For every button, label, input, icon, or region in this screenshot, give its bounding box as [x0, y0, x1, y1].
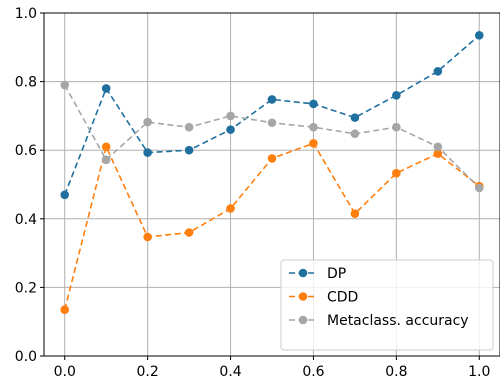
data-point	[184, 228, 194, 237]
data-point	[60, 80, 70, 90]
legend-marker	[298, 292, 308, 301]
data-point	[267, 95, 277, 104]
legend-label: CDD	[327, 290, 358, 306]
y-tick-label: 1.0	[15, 6, 37, 22]
legend-marker	[298, 268, 308, 278]
data-point	[392, 122, 401, 132]
x-tick-label: 0.4	[219, 364, 241, 380]
y-tick-label: 0.6	[15, 143, 37, 159]
series-layer	[60, 30, 484, 314]
x-tick-label: 0.6	[302, 364, 324, 380]
legend-item: CDD	[289, 290, 358, 306]
data-point	[184, 145, 194, 155]
data-point	[350, 113, 360, 122]
y-tick-label: 0.4	[15, 212, 37, 228]
data-point	[309, 99, 318, 109]
data-point	[392, 91, 401, 100]
data-point	[350, 209, 360, 218]
series-dp	[60, 30, 484, 200]
legend-item: Metaclass. accuracy	[289, 313, 469, 329]
x-tick-label: 0.8	[385, 364, 407, 380]
data-point	[101, 84, 111, 93]
data-point	[226, 125, 235, 134]
data-point	[433, 142, 443, 152]
legend: DP CDD Metaclass. accuracy	[280, 259, 494, 351]
data-point	[309, 139, 318, 148]
data-point	[433, 149, 443, 158]
data-point	[433, 67, 443, 76]
plot-area-frame	[43, 12, 500, 357]
data-point	[474, 183, 484, 193]
data-point	[184, 122, 194, 132]
data-point	[392, 168, 401, 178]
legend-label: Metaclass. accuracy	[327, 313, 469, 329]
legend-label: DP	[327, 266, 346, 282]
x-tick-label: 0.2	[137, 364, 159, 380]
data-point	[143, 232, 152, 242]
y-tick-label: 0.2	[15, 280, 37, 296]
axis-ticks: 0.0 0.2 0.4 0.6 0.8 1.0 0.0 0.2 0.4 0.6 0.8 1.0	[15, 6, 491, 380]
data-point	[226, 111, 235, 121]
data-point	[267, 154, 277, 163]
legend-item: DP	[289, 266, 346, 282]
data-point	[143, 117, 152, 127]
data-point	[101, 142, 111, 152]
data-point	[60, 305, 70, 314]
data-point	[267, 118, 277, 128]
series-metaclass-accuracy	[60, 80, 484, 193]
data-point	[350, 129, 360, 139]
legend-box	[280, 259, 494, 351]
series-line	[63, 34, 480, 196]
data-point	[101, 155, 111, 165]
x-tick-label: 1.0	[468, 364, 490, 380]
data-point	[143, 148, 152, 157]
y-tick-label: 0.0	[15, 349, 37, 365]
legend-marker	[298, 315, 308, 325]
data-point	[309, 122, 318, 132]
data-point	[60, 190, 70, 200]
data-point	[474, 30, 484, 40]
y-tick-label: 0.8	[15, 75, 37, 91]
data-point	[226, 204, 235, 213]
x-tick-label: 0.0	[54, 364, 76, 380]
